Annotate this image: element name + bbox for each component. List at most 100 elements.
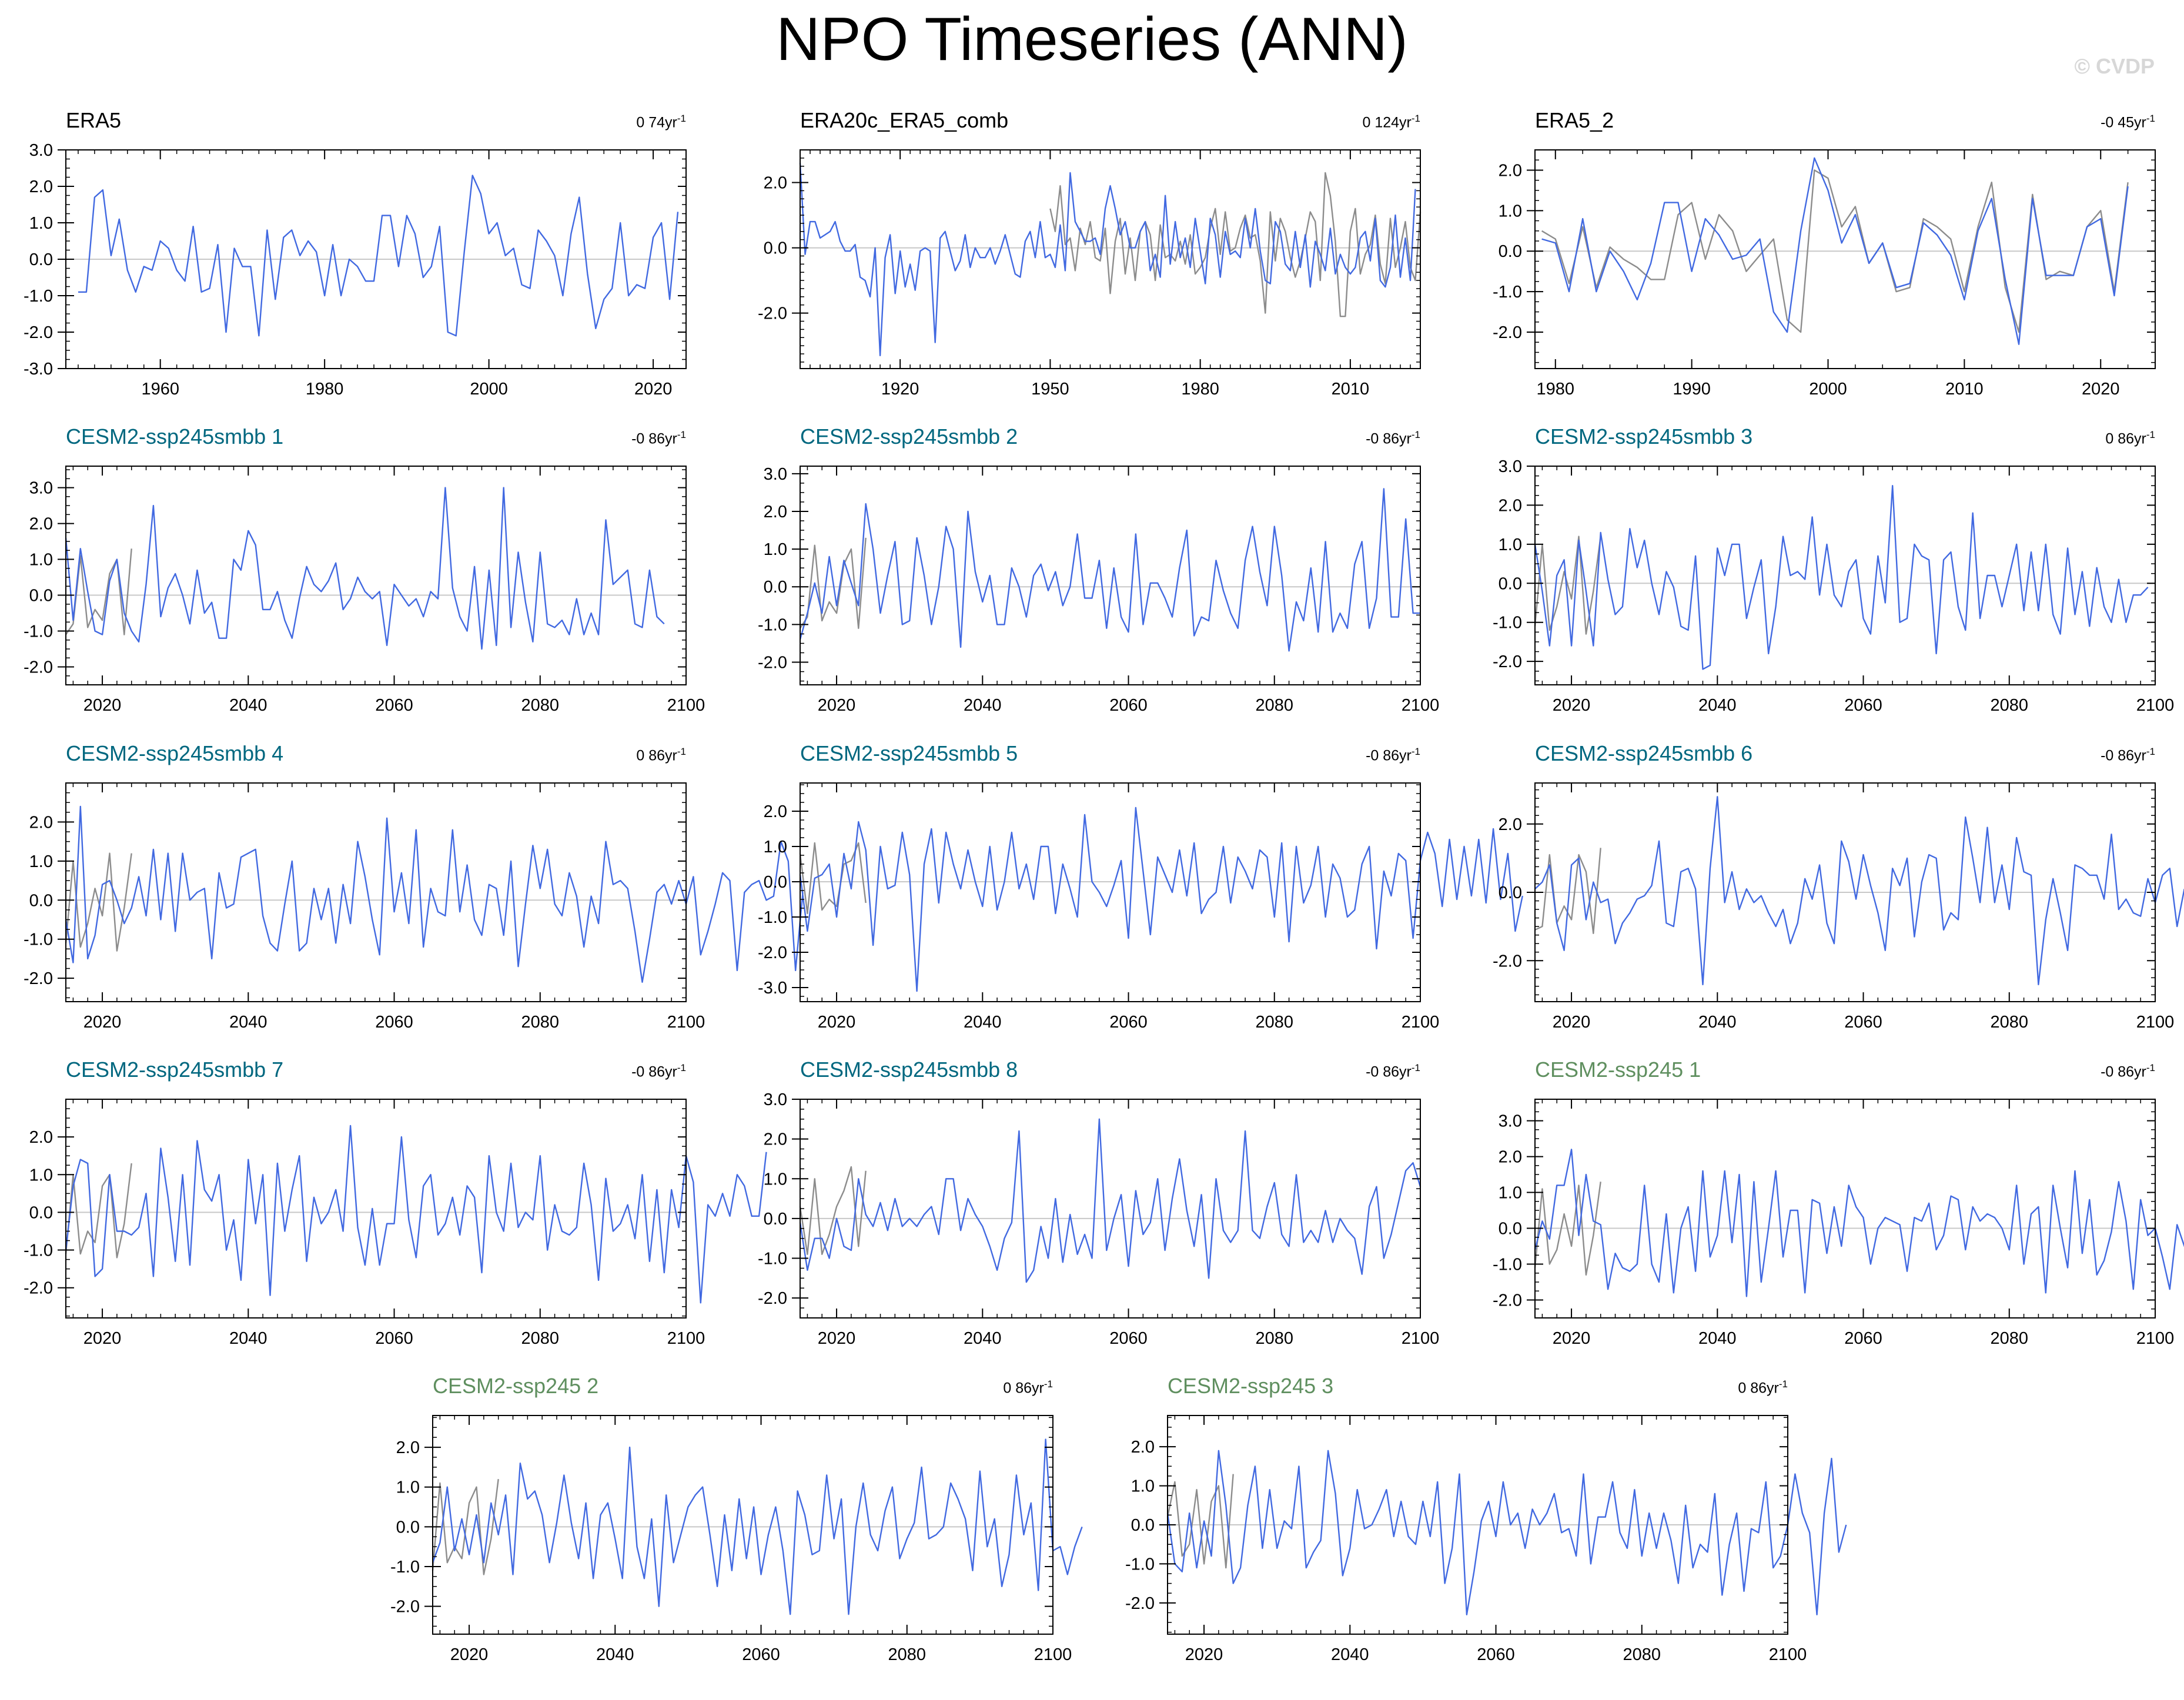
y-tick-label: 1.0 — [29, 1166, 53, 1184]
x-tick-label: 2010 — [1332, 380, 1370, 399]
x-tick-label: 2100 — [1402, 696, 1440, 715]
x-tick-label: 2040 — [229, 1329, 267, 1348]
trend-label: -0 86yr-1 — [1366, 429, 1420, 447]
x-tick-label: 2080 — [888, 1645, 927, 1664]
series-line — [65, 805, 804, 983]
page-title: NPO Timeseries (ANN) — [776, 5, 1408, 73]
y-tick-label: 2.0 — [29, 178, 53, 196]
plot-frame — [432, 1415, 1053, 1635]
panel-title: CESM2-ssp245smbb 4 — [66, 741, 284, 765]
y-tick-label: 3.0 — [29, 141, 53, 160]
y-tick-label: 2.0 — [764, 1130, 787, 1149]
x-tick-label: 1990 — [1673, 380, 1711, 399]
x-tick-label: 2040 — [229, 696, 267, 715]
trend-value: 0 74yr — [636, 114, 677, 131]
y-tick-label: -1.0 — [1125, 1555, 1155, 1574]
y-tick-label: -2.0 — [24, 1279, 53, 1298]
trend-value: 0 86yr — [636, 747, 677, 764]
x-tick-label: 2100 — [2136, 1013, 2175, 1032]
y-tick-label: 0.0 — [764, 873, 787, 892]
chart-panel: CESM2-ssp245 1 -0 86yr-1 2020 2040 2060 2080 2… — [1469, 1055, 2184, 1349]
trend-label: 0 86yr-1 — [1003, 1378, 1053, 1397]
chart-svg: 2020 2040 2060 2080 2100 -2.0 -1.0 0.0 1.0 2.0 — [1125, 1415, 1847, 1664]
x-tick-label: 2020 — [1553, 696, 1591, 715]
x-tick-label: 2020 — [818, 1329, 856, 1348]
trend-label: 0 74yr-1 — [636, 113, 686, 131]
y-tick-label: 0.0 — [1499, 574, 1522, 593]
y-tick-label: 3.0 — [764, 1090, 787, 1109]
trend-unit: -1 — [1411, 1062, 1420, 1073]
panel-title: CESM2-ssp245 2 — [433, 1374, 599, 1398]
series-line — [1534, 1182, 1601, 1276]
panel-title: CESM2-ssp245 1 — [1535, 1058, 1701, 1082]
y-tick-label: -2.0 — [758, 1289, 787, 1308]
y-tick-label: 2.0 — [29, 813, 53, 832]
y-tick-label: 2.0 — [764, 503, 787, 521]
x-tick-label: 2100 — [667, 1013, 705, 1032]
plot-frame — [1534, 1099, 2156, 1318]
y-tick-label: -1.0 — [24, 287, 53, 306]
trend-value: -0 86yr — [2101, 747, 2146, 764]
x-tick-label: 2000 — [1809, 380, 1847, 399]
y-tick-label: 2.0 — [1131, 1438, 1155, 1457]
trend-unit: -1 — [677, 429, 686, 440]
y-tick-label: 0.0 — [29, 891, 53, 910]
series-line — [432, 1479, 499, 1575]
trend-unit: -1 — [2146, 113, 2155, 124]
chart-svg: 2020 2040 2060 2080 2100 -3.0 -2.0 -1.0 0.0 1.0 2.… — [758, 782, 1523, 1032]
trend-label: 0 86yr-1 — [2105, 429, 2155, 447]
x-tick-label: 2040 — [964, 1329, 1002, 1348]
y-tick-label: 1.0 — [1499, 202, 1522, 220]
trend-value: -0 86yr — [1366, 430, 1412, 447]
chart-panel: CESM2-ssp245smbb 2 -0 86yr-1 2020 2040 2060 2… — [734, 422, 1466, 716]
plot-frame — [1534, 149, 2156, 369]
trend-unit: -1 — [2146, 746, 2155, 757]
x-tick-label: 2100 — [1769, 1645, 1807, 1664]
y-tick-label: 1.0 — [29, 852, 53, 871]
plot-frame — [65, 782, 687, 1002]
series-line — [1534, 536, 1601, 635]
trend-label: 0 86yr-1 — [1738, 1378, 1788, 1397]
x-tick-label: 2040 — [1698, 1329, 1737, 1348]
y-tick-label: -1.0 — [24, 623, 53, 641]
chart-svg: 2020 2040 2060 2080 2100 -2.0 -1.0 0.0 1.0 2.0 3.0 — [1493, 457, 2174, 715]
series-line — [1534, 796, 2184, 986]
y-tick-label: -2.0 — [24, 969, 53, 988]
trend-label: -0 86yr-1 — [2101, 1062, 2155, 1080]
chart-panel: CESM2-ssp245smbb 3 0 86yr-1 2020 2040 2060 20… — [1469, 422, 2184, 716]
x-tick-label: 2060 — [375, 1329, 413, 1348]
y-tick-label: -2.0 — [758, 304, 787, 323]
x-tick-label: 2080 — [1623, 1645, 1661, 1664]
y-tick-label: 0.0 — [1499, 1220, 1522, 1239]
series-line — [799, 488, 1420, 652]
y-tick-label: 2.0 — [764, 174, 787, 193]
x-tick-label: 2060 — [1109, 696, 1148, 715]
watermark: © CVDP — [2074, 54, 2155, 78]
trend-label: 0 86yr-1 — [636, 746, 686, 764]
x-tick-label: 1980 — [1181, 380, 1219, 399]
series-line — [65, 487, 665, 650]
x-tick-label: 2060 — [375, 1013, 413, 1032]
panel-title: ERA5 — [66, 108, 122, 132]
x-tick-label: 2020 — [1553, 1013, 1591, 1032]
trend-label: -0 86yr-1 — [1366, 1062, 1420, 1080]
x-tick-label: 2020 — [1553, 1329, 1591, 1348]
y-tick-label: 2.0 — [1499, 815, 1522, 834]
series-line — [799, 807, 1523, 992]
y-tick-label: -2.0 — [24, 658, 53, 677]
x-tick-label: 2040 — [964, 1013, 1002, 1032]
y-tick-label: -3.0 — [758, 979, 787, 998]
x-tick-label: 2020 — [83, 1013, 122, 1032]
y-tick-label: -2.0 — [1493, 952, 1522, 971]
trend-unit: -1 — [2146, 429, 2155, 440]
chart-svg: 2020 2040 2060 2080 2100 -2.0 -1.0 0.0 1.0 2.0 — [24, 1099, 767, 1348]
chart-svg: 1920 1950 1980 2010 -2.0 0.0 2.0 — [758, 149, 1422, 399]
x-tick-label: 2020 — [818, 1013, 856, 1032]
chart-svg: 1960 1980 2000 2020 -3.0 -2.0 -1.0 0.0 1.0 2.0 3.0 — [24, 141, 687, 399]
chart-svg: 2020 2040 2060 2080 2100 -2.0 0.0 2.0 — [1493, 782, 2184, 1032]
panel-title: CESM2-ssp245smbb 3 — [1535, 424, 1753, 449]
panel-title: CESM2-ssp245smbb 6 — [1535, 741, 1753, 765]
trend-value: -0 86yr — [1366, 1063, 1412, 1080]
trend-value: 0 86yr — [1003, 1380, 1044, 1397]
y-tick-label: 2.0 — [1499, 1148, 1522, 1167]
